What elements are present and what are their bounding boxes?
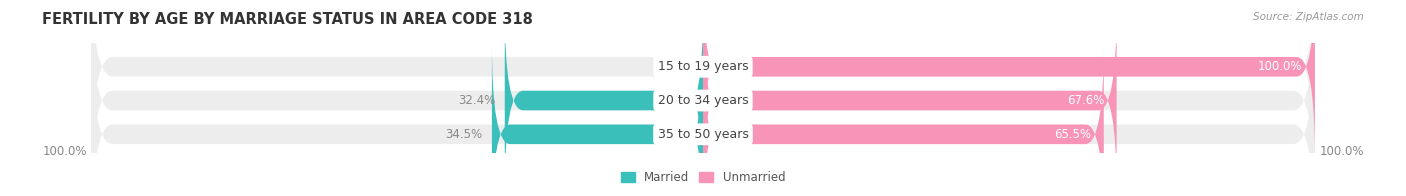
FancyBboxPatch shape xyxy=(703,9,1116,192)
Legend: Married, Unmarried: Married, Unmarried xyxy=(616,166,790,189)
Text: Source: ZipAtlas.com: Source: ZipAtlas.com xyxy=(1253,12,1364,22)
FancyBboxPatch shape xyxy=(505,9,703,192)
FancyBboxPatch shape xyxy=(91,26,1315,196)
Text: 65.5%: 65.5% xyxy=(1054,128,1091,141)
Text: 20 to 34 years: 20 to 34 years xyxy=(658,94,748,107)
FancyBboxPatch shape xyxy=(91,0,1315,196)
Text: 35 to 50 years: 35 to 50 years xyxy=(658,128,748,141)
Text: 32.4%: 32.4% xyxy=(458,94,495,107)
Text: 100.0%: 100.0% xyxy=(42,145,87,158)
Text: 100.0%: 100.0% xyxy=(1319,145,1364,158)
Text: 34.5%: 34.5% xyxy=(446,128,482,141)
Text: FERTILITY BY AGE BY MARRIAGE STATUS IN AREA CODE 318: FERTILITY BY AGE BY MARRIAGE STATUS IN A… xyxy=(42,12,533,27)
FancyBboxPatch shape xyxy=(703,0,1315,158)
Text: 67.6%: 67.6% xyxy=(1067,94,1104,107)
Text: 0.0%: 0.0% xyxy=(664,60,693,73)
FancyBboxPatch shape xyxy=(91,0,1315,175)
FancyBboxPatch shape xyxy=(703,43,1104,196)
Text: 100.0%: 100.0% xyxy=(1258,60,1302,73)
FancyBboxPatch shape xyxy=(492,43,703,196)
Text: 15 to 19 years: 15 to 19 years xyxy=(658,60,748,73)
